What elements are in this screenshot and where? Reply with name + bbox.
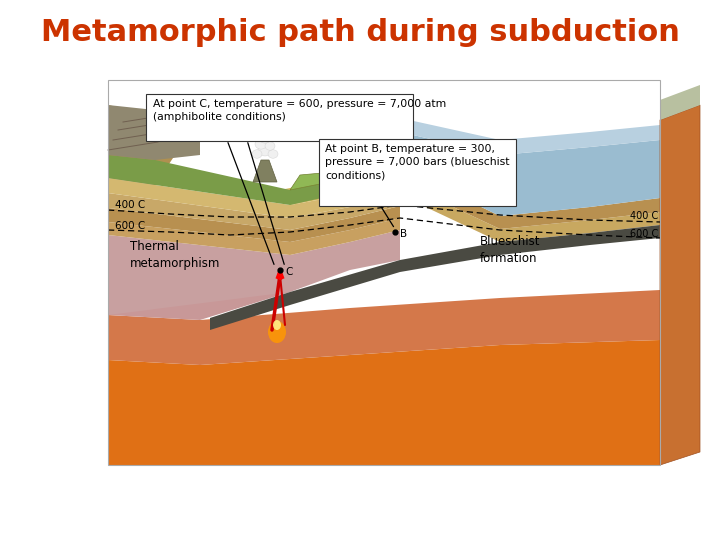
Ellipse shape (273, 320, 281, 330)
Text: At point B, temperature = 300,
pressure = 7,000 bars (blueschist
conditions): At point B, temperature = 300, pressure … (325, 144, 510, 180)
Polygon shape (108, 206, 400, 242)
Polygon shape (660, 105, 700, 465)
FancyBboxPatch shape (319, 139, 516, 206)
Polygon shape (108, 230, 400, 315)
Polygon shape (280, 170, 400, 205)
Text: C: C (285, 267, 292, 277)
Text: 600 C: 600 C (630, 229, 658, 239)
Text: Metamorphic path during subduction: Metamorphic path during subduction (40, 18, 680, 47)
Text: 400 C: 400 C (115, 200, 145, 210)
Polygon shape (400, 118, 660, 155)
Polygon shape (108, 290, 660, 365)
Text: 400 C: 400 C (630, 211, 658, 221)
Ellipse shape (268, 321, 286, 343)
Text: Blueschist
formation: Blueschist formation (480, 235, 541, 265)
Polygon shape (108, 275, 290, 320)
Polygon shape (108, 218, 400, 255)
Text: B: B (400, 229, 407, 239)
Ellipse shape (268, 150, 278, 158)
Polygon shape (253, 160, 277, 182)
Polygon shape (108, 105, 185, 185)
Text: Thermal
metamorphism: Thermal metamorphism (130, 240, 220, 270)
FancyBboxPatch shape (146, 94, 413, 141)
Polygon shape (108, 340, 660, 465)
Polygon shape (660, 85, 700, 120)
Ellipse shape (259, 133, 271, 143)
Polygon shape (108, 193, 400, 230)
Polygon shape (108, 155, 340, 205)
Polygon shape (400, 182, 660, 242)
Polygon shape (108, 178, 400, 218)
Text: 600 C: 600 C (115, 221, 145, 231)
Polygon shape (108, 105, 200, 160)
Ellipse shape (255, 139, 267, 149)
Ellipse shape (265, 141, 275, 150)
Ellipse shape (252, 150, 262, 158)
Ellipse shape (258, 144, 272, 156)
Polygon shape (400, 132, 660, 216)
Polygon shape (290, 170, 355, 190)
Bar (108, 80, 660, 465)
Text: At point C, temperature = 600, pressure = 7,000 atm
(amphibolite conditions): At point C, temperature = 600, pressure … (153, 99, 446, 122)
Polygon shape (210, 225, 660, 330)
Polygon shape (400, 168, 660, 229)
